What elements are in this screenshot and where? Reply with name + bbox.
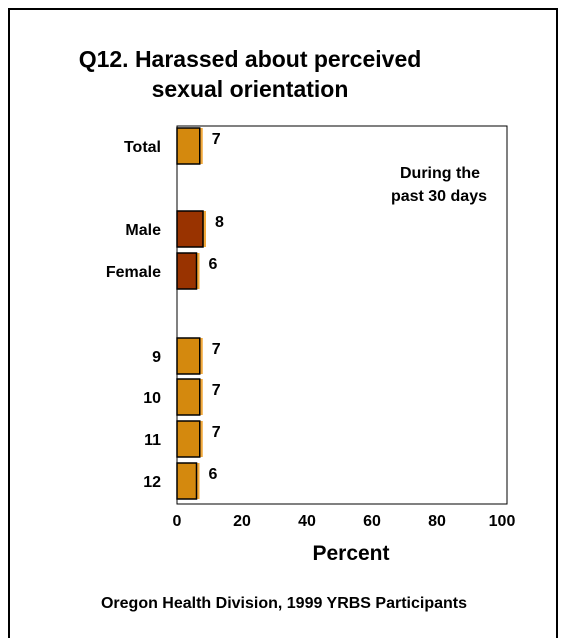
bar-9 — [176, 337, 201, 375]
value-label-male: 8 — [215, 214, 224, 231]
chart-title: Q12. Harassed about perceived sexual ori… — [60, 44, 440, 104]
x-tick-label-100: 100 — [489, 513, 516, 530]
category-label-9: 9 — [152, 349, 161, 366]
value-label-female: 6 — [209, 256, 218, 273]
x-tick-label-80: 80 — [428, 513, 446, 530]
bar-female — [176, 252, 198, 290]
chart-title-line-1: Q12. Harassed about perceived — [78, 46, 422, 72]
bar-male — [176, 210, 204, 248]
value-label-12: 6 — [209, 466, 218, 483]
bar-total — [176, 127, 201, 165]
category-label-10: 10 — [143, 390, 161, 407]
chart-title-line-2: sexual orientation — [151, 76, 349, 102]
x-axis-title: Percent — [312, 542, 389, 565]
value-label-10: 7 — [212, 382, 221, 399]
category-label-male: Male — [125, 222, 161, 239]
note-line-1: During the — [400, 165, 480, 182]
x-tick-label-40: 40 — [298, 513, 316, 530]
footer-source: Oregon Health Division, 1999 YRBS Partic… — [100, 595, 468, 612]
category-label-11: 11 — [144, 432, 161, 449]
value-label-11: 7 — [212, 424, 221, 441]
bar-12 — [176, 462, 198, 500]
x-tick-label-60: 60 — [363, 513, 381, 530]
category-label-total: Total — [124, 139, 161, 156]
note-line-2: past 30 days — [391, 188, 487, 205]
bar-11 — [176, 420, 201, 458]
value-label-total: 7 — [212, 131, 221, 148]
bar-10 — [176, 378, 201, 416]
value-label-9: 7 — [212, 341, 221, 358]
plot-area — [176, 125, 508, 505]
chart-frame — [8, 8, 558, 638]
x-tick-label-0: 0 — [173, 513, 182, 530]
category-label-female: Female — [106, 264, 161, 281]
category-label-12: 12 — [143, 474, 161, 491]
x-tick-label-20: 20 — [233, 513, 251, 530]
